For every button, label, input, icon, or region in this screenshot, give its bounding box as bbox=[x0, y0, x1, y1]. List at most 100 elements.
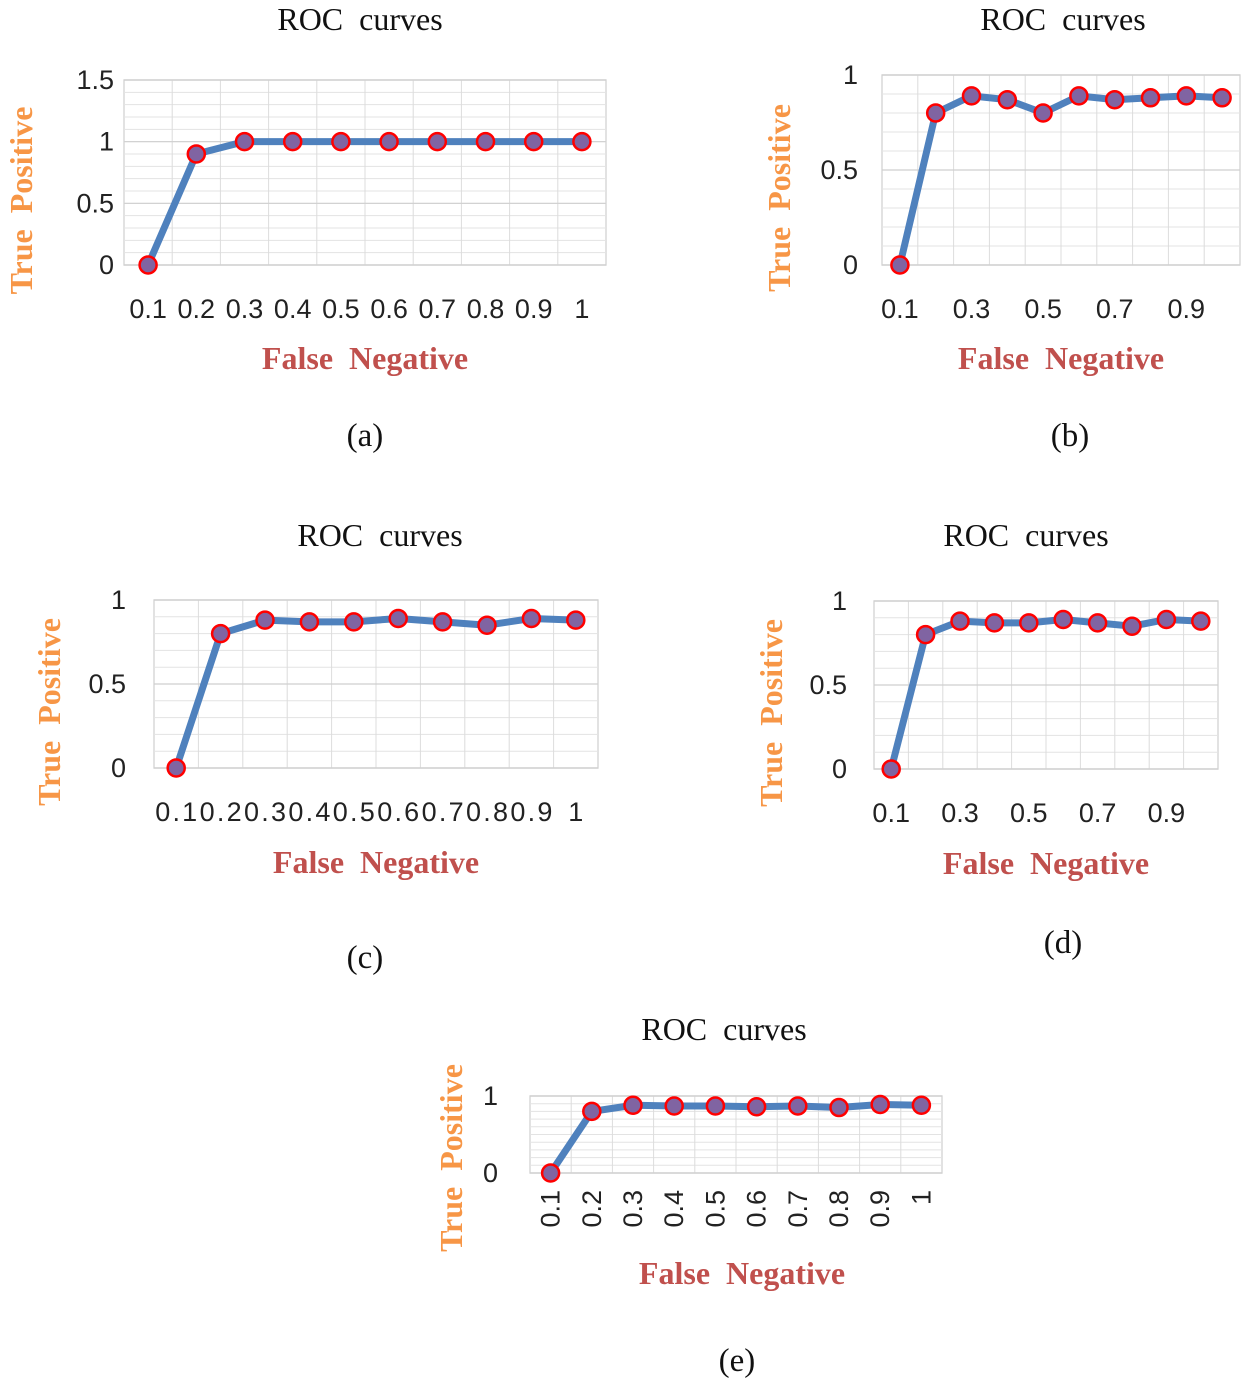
x-tick-label: 0.9 bbox=[1148, 798, 1186, 828]
data-point bbox=[1176, 86, 1197, 106]
data-point bbox=[282, 131, 303, 152]
x-tick-label: 0.4 bbox=[659, 1190, 689, 1228]
data-point bbox=[255, 610, 275, 630]
panel-caption: (b) bbox=[1051, 418, 1089, 454]
data-point bbox=[138, 255, 158, 275]
chart-panel-e: 0 1 0.1 0.2 0.3 0.4 0.5 0.6 0.7 0.8 0.9 1 ROC curves… bbox=[433, 1011, 943, 1379]
y-tick-label: 1 bbox=[111, 585, 126, 615]
x-tick-label: 1 bbox=[906, 1190, 936, 1205]
y-tick-label: 1 bbox=[832, 586, 847, 616]
x-tick-label: 0.7 bbox=[1096, 294, 1134, 324]
data-point bbox=[961, 86, 982, 106]
x-tick-label: 0.6 bbox=[742, 1190, 772, 1228]
x-axis-label: False Negative bbox=[639, 1255, 845, 1291]
data-point bbox=[1033, 103, 1053, 123]
data-point bbox=[984, 613, 1005, 633]
x-tick-label: 0.9 bbox=[510, 797, 552, 827]
data-point bbox=[582, 1101, 602, 1122]
chart-title: ROC curves bbox=[641, 1011, 806, 1047]
chart-panel-b: 0 0.5 1 0.1 0.3 0.5 0.7 0.9 ROC curves False Nega… bbox=[761, 1, 1241, 454]
y-tick-label: 0.5 bbox=[809, 670, 847, 700]
panel-caption: (e) bbox=[719, 1343, 756, 1379]
x-tick-label: 0.5 bbox=[333, 797, 375, 827]
series-line bbox=[896, 92, 1226, 269]
y-tick-label: 0.5 bbox=[76, 188, 114, 218]
x-tick-label: 0.7 bbox=[783, 1190, 813, 1228]
x-tick-label: 0.3 bbox=[244, 797, 286, 827]
data-point bbox=[1087, 613, 1108, 633]
x-tick-label: 0.9 bbox=[865, 1190, 895, 1228]
x-tick-label: 1 bbox=[574, 294, 589, 324]
x-axis-label: False Negative bbox=[943, 845, 1149, 881]
x-axis-label: False Negative bbox=[262, 340, 468, 376]
chart-title: ROC curves bbox=[980, 1, 1145, 37]
data-point bbox=[475, 131, 496, 152]
x-tick-label: 0.3 bbox=[953, 294, 991, 324]
x-tick-label: 0.2 bbox=[178, 294, 216, 324]
x-tick-label: 0.2 bbox=[200, 797, 242, 827]
data-point bbox=[664, 1096, 684, 1116]
data-point bbox=[788, 1096, 808, 1116]
data-point bbox=[870, 1094, 890, 1115]
chart-panel-d: 0 0.5 1 0.1 0.3 0.5 0.7 0.9 ROC curves False Nega… bbox=[753, 517, 1219, 961]
y-tick-label: 1 bbox=[99, 127, 114, 157]
data-point bbox=[705, 1096, 726, 1116]
data-point bbox=[477, 615, 497, 635]
y-tick-label: 0 bbox=[99, 250, 114, 280]
x-tick-label: 0.5 bbox=[700, 1190, 730, 1228]
data-point bbox=[186, 144, 207, 164]
x-tick-label: 0.3 bbox=[226, 294, 264, 324]
data-point bbox=[388, 608, 408, 629]
y-axis-label: True Positive bbox=[433, 1064, 469, 1252]
chart-title: ROC curves bbox=[943, 517, 1108, 553]
x-tick-label: 0.1 bbox=[872, 798, 910, 828]
y-tick-label: 0.5 bbox=[820, 155, 858, 185]
data-point bbox=[1191, 611, 1211, 631]
series-line bbox=[144, 138, 586, 269]
data-point bbox=[210, 623, 231, 644]
x-tick-label: 0.4 bbox=[274, 294, 312, 324]
chart-panel-a: 0 0.5 1 1.5 0.1 0.2 0.3 0.4 0.5 0.6 0.7 0.8 0.9 1 ROC … bbox=[3, 1, 607, 454]
data-point bbox=[1122, 616, 1142, 636]
data-point bbox=[915, 624, 936, 645]
x-tick-label: 0.2 bbox=[577, 1190, 607, 1228]
x-tick-label: 0.5 bbox=[1010, 798, 1048, 828]
data-point bbox=[523, 131, 544, 152]
x-tick-label: 0.8 bbox=[824, 1190, 854, 1228]
data-point bbox=[379, 131, 399, 152]
data-point bbox=[1104, 89, 1125, 110]
x-tick-label: 0.3 bbox=[941, 798, 979, 828]
x-tick-label: 0.5 bbox=[1024, 294, 1062, 324]
data-point bbox=[540, 1163, 561, 1183]
x-tick-label: 0.5 bbox=[322, 294, 360, 324]
data-point bbox=[911, 1095, 932, 1115]
y-axis-label: True Positive bbox=[761, 104, 797, 292]
x-tick-label: 0.6 bbox=[370, 294, 408, 324]
data-point bbox=[890, 255, 910, 275]
x-tick-label: 0.9 bbox=[515, 294, 553, 324]
data-point bbox=[166, 758, 186, 778]
data-point bbox=[881, 759, 901, 779]
data-point bbox=[925, 103, 946, 123]
series-line bbox=[887, 615, 1205, 773]
y-tick-label: 0.5 bbox=[88, 669, 126, 699]
data-point bbox=[1156, 609, 1177, 630]
panel-caption: (c) bbox=[347, 940, 384, 976]
x-tick-label: 0.3 bbox=[618, 1190, 648, 1228]
y-axis-label: True Positive bbox=[31, 618, 67, 806]
series-line bbox=[172, 614, 580, 772]
y-tick-label: 0 bbox=[111, 753, 126, 783]
data-point bbox=[572, 131, 592, 152]
data-point bbox=[234, 131, 255, 152]
x-axis-label: False Negative bbox=[958, 340, 1164, 376]
data-point bbox=[1140, 88, 1161, 108]
x-tick-label: 0.9 bbox=[1168, 294, 1206, 324]
data-point bbox=[344, 612, 364, 632]
y-axis-label: True Positive bbox=[753, 619, 789, 807]
data-point bbox=[829, 1097, 849, 1118]
data-point bbox=[331, 131, 351, 152]
data-point bbox=[427, 131, 448, 152]
data-point bbox=[1212, 88, 1232, 108]
x-tick-label: 0.8 bbox=[466, 797, 508, 827]
